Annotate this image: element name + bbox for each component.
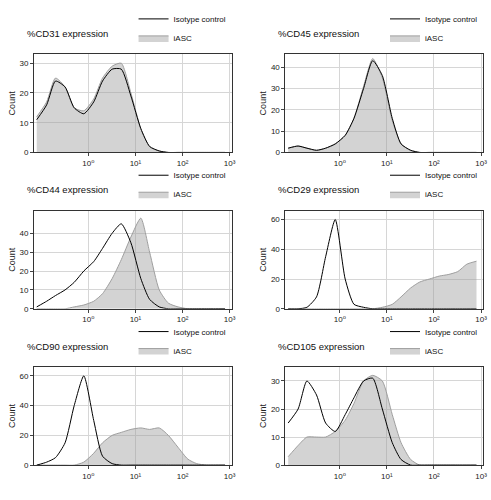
- svg-text:Isotype control: Isotype control: [425, 171, 477, 180]
- svg-text:10²: 10²: [177, 315, 189, 324]
- svg-text:10³: 10³: [475, 315, 487, 324]
- svg-text:%CD44 expression: %CD44 expression: [27, 184, 108, 195]
- svg-text:0: 0: [275, 461, 280, 470]
- svg-text:Count: Count: [7, 91, 17, 116]
- svg-text:0: 0: [275, 148, 280, 157]
- svg-text:40: 40: [271, 245, 280, 254]
- svg-text:10: 10: [19, 119, 28, 128]
- svg-text:iASC: iASC: [425, 347, 443, 356]
- svg-text:iASC: iASC: [425, 190, 443, 199]
- svg-text:Isotype control: Isotype control: [174, 15, 226, 24]
- svg-text:10³: 10³: [224, 159, 236, 168]
- svg-text:60: 60: [271, 215, 280, 224]
- svg-text:20: 20: [271, 405, 280, 414]
- svg-text:20: 20: [19, 267, 28, 276]
- svg-text:10⁰: 10⁰: [334, 472, 346, 481]
- svg-text:10: 10: [271, 433, 280, 442]
- svg-text:Isotype control: Isotype control: [425, 15, 477, 24]
- svg-text:10⁰: 10⁰: [82, 159, 94, 168]
- svg-text:10: 10: [19, 286, 28, 295]
- svg-text:10³: 10³: [224, 472, 236, 481]
- svg-text:20: 20: [271, 106, 280, 115]
- svg-text:10¹: 10¹: [381, 159, 393, 168]
- svg-text:10²: 10²: [177, 472, 189, 481]
- svg-text:30: 30: [271, 377, 280, 386]
- svg-text:iASC: iASC: [174, 347, 192, 356]
- svg-text:iASC: iASC: [174, 190, 192, 199]
- svg-text:10¹: 10¹: [381, 315, 393, 324]
- svg-text:10²: 10²: [428, 472, 440, 481]
- svg-text:Count: Count: [258, 404, 268, 429]
- svg-text:Isotype control: Isotype control: [425, 328, 477, 337]
- svg-text:10³: 10³: [224, 315, 236, 324]
- svg-text:0: 0: [24, 148, 29, 157]
- svg-text:10²: 10²: [428, 315, 440, 324]
- svg-text:10²: 10²: [428, 159, 440, 168]
- svg-text:10¹: 10¹: [381, 472, 393, 481]
- svg-text:30: 30: [19, 59, 28, 68]
- svg-text:10⁰: 10⁰: [334, 159, 346, 168]
- svg-text:40: 40: [271, 63, 280, 72]
- svg-text:30: 30: [271, 84, 280, 93]
- svg-text:20: 20: [19, 89, 28, 98]
- svg-text:40: 40: [19, 229, 28, 238]
- svg-text:Isotype control: Isotype control: [174, 171, 226, 180]
- svg-text:%CD31 expression: %CD31 expression: [27, 28, 108, 39]
- svg-text:0: 0: [275, 305, 280, 314]
- svg-text:Count: Count: [7, 404, 17, 429]
- svg-text:%CD90 expression: %CD90 expression: [27, 341, 108, 352]
- svg-text:Count: Count: [258, 247, 268, 272]
- svg-text:10: 10: [271, 127, 280, 136]
- svg-text:0: 0: [24, 305, 29, 314]
- svg-text:10⁰: 10⁰: [334, 315, 346, 324]
- svg-text:10³: 10³: [475, 159, 487, 168]
- svg-text:10²: 10²: [177, 159, 189, 168]
- svg-text:10⁰: 10⁰: [82, 315, 94, 324]
- svg-text:10⁰: 10⁰: [82, 472, 94, 481]
- svg-text:20: 20: [19, 431, 28, 440]
- svg-text:10¹: 10¹: [130, 472, 142, 481]
- svg-text:%CD29 expression: %CD29 expression: [278, 184, 359, 195]
- svg-text:Isotype control: Isotype control: [174, 328, 226, 337]
- svg-text:%CD45 expression: %CD45 expression: [278, 28, 359, 39]
- svg-text:Count: Count: [7, 247, 17, 272]
- svg-text:40: 40: [19, 401, 28, 410]
- svg-text:iASC: iASC: [425, 34, 443, 43]
- svg-text:iASC: iASC: [174, 34, 192, 43]
- svg-text:30: 30: [19, 248, 28, 257]
- svg-text:20: 20: [271, 275, 280, 284]
- svg-text:%CD105 expression: %CD105 expression: [278, 341, 365, 352]
- svg-text:60: 60: [19, 372, 28, 381]
- svg-text:10¹: 10¹: [130, 159, 142, 168]
- svg-text:0: 0: [24, 461, 29, 470]
- svg-text:10¹: 10¹: [130, 315, 142, 324]
- svg-text:10³: 10³: [475, 472, 487, 481]
- svg-text:Count: Count: [258, 91, 268, 116]
